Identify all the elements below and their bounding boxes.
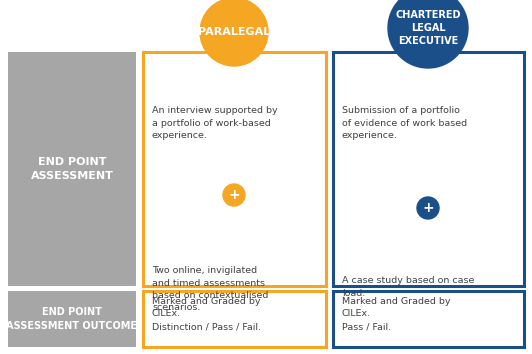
- Text: +: +: [422, 201, 434, 215]
- Text: +: +: [228, 188, 240, 202]
- Circle shape: [200, 0, 268, 66]
- Circle shape: [223, 184, 245, 206]
- Text: PARALEGAL: PARALEGAL: [198, 27, 270, 37]
- Bar: [143, 52, 326, 286]
- Bar: [333, 52, 524, 286]
- Bar: [143, 291, 326, 347]
- Circle shape: [388, 0, 468, 68]
- Text: A case study based on case
load.: A case study based on case load.: [342, 276, 475, 297]
- Text: Two online, invigilated
and timed assessments
based on contextualised
scenarios.: Two online, invigilated and timed assess…: [152, 266, 268, 313]
- Text: CHARTERED
LEGAL
EXECUTIVE: CHARTERED LEGAL EXECUTIVE: [395, 10, 461, 46]
- Circle shape: [417, 197, 439, 219]
- Text: END POINT
ASSESSMENT: END POINT ASSESSMENT: [30, 158, 113, 181]
- Text: An interview supported by
a portfolio of work-based
experience.: An interview supported by a portfolio of…: [152, 106, 278, 140]
- Text: Marked and Graded by
CILEx.
Pass / Fail.: Marked and Graded by CILEx. Pass / Fail.: [342, 297, 451, 331]
- Text: Submission of a portfolio
of evidence of work based
experience.: Submission of a portfolio of evidence of…: [342, 106, 467, 140]
- Text: END POINT
ASSESSMENT OUTCOME: END POINT ASSESSMENT OUTCOME: [6, 307, 137, 331]
- Bar: [333, 291, 524, 347]
- Bar: [8, 52, 136, 286]
- Text: Marked and Graded by
CILEx.
Distinction / Pass / Fail.: Marked and Graded by CILEx. Distinction …: [152, 297, 261, 331]
- Bar: [8, 291, 136, 347]
